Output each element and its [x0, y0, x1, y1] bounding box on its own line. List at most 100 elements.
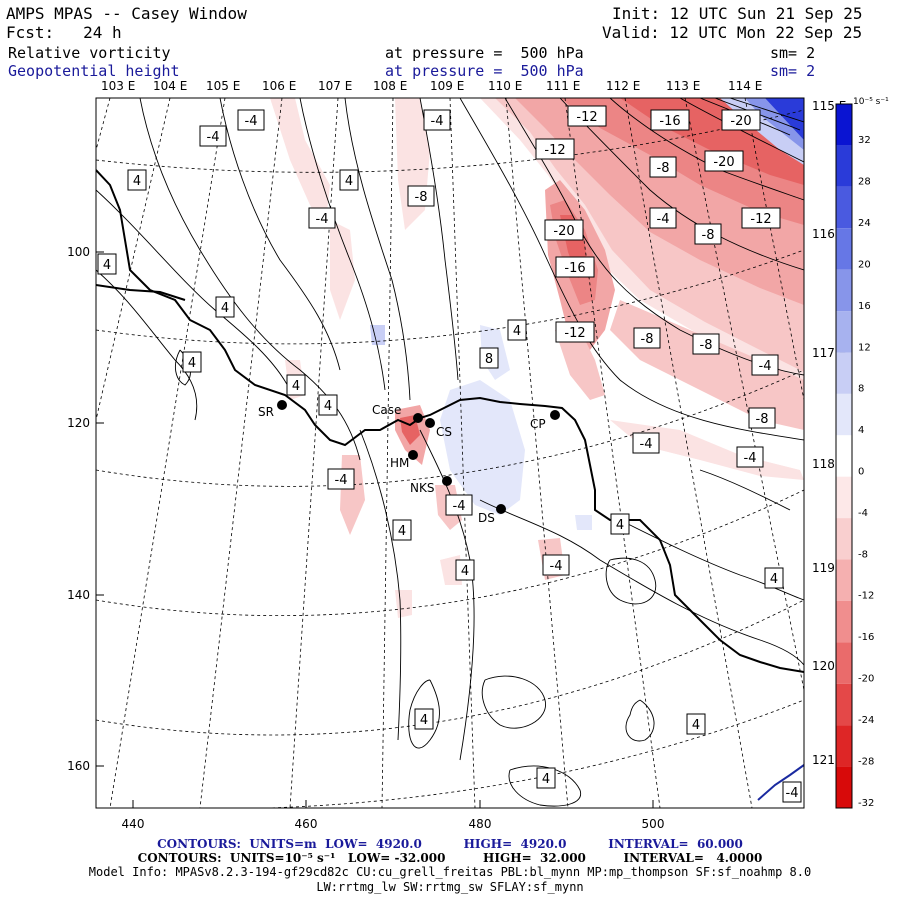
svg-text:CS: CS	[436, 425, 452, 439]
svg-text:-8: -8	[702, 228, 715, 243]
svg-text:4: 4	[513, 324, 521, 339]
contour-label: -12	[741, 207, 781, 229]
contour-label: -8	[649, 156, 677, 178]
lon-label: 110 E	[488, 79, 522, 93]
contour-label: -4	[649, 207, 677, 229]
svg-text:-20: -20	[713, 155, 734, 170]
svg-text:-20: -20	[730, 114, 751, 129]
contour-label: -12	[535, 138, 575, 160]
colorbar: 10⁻⁵ s⁻¹ 32 28 24 20 16 12 8 4 0 -4 -8 -12 -16 -20 -24…	[835, 97, 889, 809]
contour-label: 4	[764, 567, 784, 589]
contour-label: -4	[199, 125, 227, 147]
contour-label: -20	[721, 109, 761, 131]
contour-label: -4	[736, 446, 764, 468]
svg-text:-4: -4	[640, 437, 653, 452]
lon-label: 104 E	[153, 79, 187, 93]
contour-label: 4	[97, 253, 117, 275]
colorbar-swatch	[836, 683, 852, 726]
svg-text:-4: -4	[744, 451, 757, 466]
station-sr: SR	[258, 400, 287, 419]
contour-label: -4	[782, 781, 802, 803]
svg-text:-16: -16	[564, 261, 585, 276]
colorbar-tick-label: 12	[858, 342, 871, 353]
svg-text:4: 4	[103, 258, 111, 273]
svg-text:4: 4	[133, 174, 141, 189]
map-frame	[95, 97, 805, 809]
colorbar-swatch	[836, 104, 852, 146]
colorbar-tick-label: 20	[858, 259, 871, 270]
svg-text:-8: -8	[657, 161, 670, 176]
lon-label: 114 E	[728, 79, 762, 93]
contour-label: -8	[633, 327, 661, 349]
colorbar-tick-label: -32	[858, 798, 874, 809]
contour-label: 8	[479, 347, 499, 369]
contour-label: -8	[748, 407, 776, 429]
svg-text:-16: -16	[659, 114, 680, 129]
top-longitude-labels: 103 E 104 E 105 E 106 E 107 E 108 E 109 …	[101, 79, 762, 93]
colorbar-tick-label: 24	[858, 218, 871, 229]
contour-label: -8	[692, 333, 720, 355]
svg-text:-12: -12	[544, 143, 565, 158]
colorbar-swatch	[836, 435, 852, 477]
svg-text:-4: -4	[786, 786, 799, 801]
colorbar-tick-label: -12	[858, 591, 874, 602]
contour-value-labels: -4 -4 -4 -4 4 4 4 4 -8 -4 4 4 4 -4 4 4 -…	[97, 105, 802, 803]
svg-text:4: 4	[542, 772, 550, 787]
colorbar-swatch	[836, 766, 852, 808]
svg-text:-12: -12	[576, 110, 597, 125]
field2-level: at pressure = 500 hPa	[385, 62, 584, 80]
contour-label: 4	[536, 767, 556, 789]
x-tick-label: 460	[295, 817, 318, 831]
lon-label: 106 E	[262, 79, 296, 93]
svg-text:CP: CP	[530, 417, 546, 431]
x-axis-ticks: 440 460 480 500	[122, 800, 665, 831]
svg-text:-4: -4	[759, 359, 772, 374]
colorbar-swatch	[836, 476, 852, 519]
lon-label: 108 E	[373, 79, 407, 93]
colorbar-swatch	[836, 352, 852, 394]
contour-label: 4	[339, 169, 359, 191]
svg-text:-4: -4	[207, 130, 220, 145]
svg-text:4: 4	[221, 301, 229, 316]
x-tick-label: 480	[469, 817, 492, 831]
height-contour-info: CONTOURS: UNITS=m LOW= 4920.0 HIGH= 4920…	[157, 837, 743, 851]
contour-label: -20	[544, 219, 584, 241]
colorbar-swatch	[836, 393, 852, 436]
svg-text:-8: -8	[756, 412, 769, 427]
colorbar-tick-label: -8	[858, 549, 868, 560]
colorbar-swatch	[836, 269, 852, 312]
svg-text:4: 4	[770, 572, 778, 587]
contour-label: -8	[407, 185, 435, 207]
graticule	[96, 98, 804, 808]
svg-text:-4: -4	[657, 212, 670, 227]
colorbar-tick-label: 28	[858, 177, 871, 188]
field1-smoothing: sm= 2	[770, 44, 816, 62]
svg-text:NKS: NKS	[410, 481, 434, 495]
field1-name: Relative vorticity	[8, 44, 171, 62]
svg-text:4: 4	[188, 356, 196, 371]
contour-label: -12	[567, 105, 607, 127]
colorbar-tick-label: 8	[858, 384, 864, 395]
svg-text:-8: -8	[415, 190, 428, 205]
contour-label: -20	[704, 150, 744, 172]
svg-text:-20: -20	[553, 224, 574, 239]
contour-label: -4	[423, 109, 451, 131]
svg-text:Case: Case	[372, 403, 401, 417]
lon-label: 107 E	[318, 79, 352, 93]
svg-text:4: 4	[345, 174, 353, 189]
contour-label: 4	[286, 374, 306, 396]
contour-label: -16	[555, 256, 595, 278]
contour-label: -4	[327, 468, 355, 490]
x-tick-label: 500	[642, 817, 665, 831]
map-figure: 103 E 104 E 105 E 106 E 107 E 108 E 109 …	[67, 79, 889, 831]
colorbar-tick-label: 16	[858, 301, 871, 312]
svg-text:DS: DS	[478, 511, 495, 525]
svg-text:8: 8	[485, 352, 493, 367]
x-tick-label: 440	[122, 817, 145, 831]
stations: SR Case CS HM NKS DS CP	[258, 400, 560, 525]
colorbar-units: 10⁻⁵ s⁻¹	[853, 97, 889, 107]
svg-text:4: 4	[324, 399, 332, 414]
station-hm: HM	[390, 450, 418, 470]
field2-name: Geopotential height	[8, 62, 180, 80]
svg-text:4: 4	[616, 518, 624, 533]
